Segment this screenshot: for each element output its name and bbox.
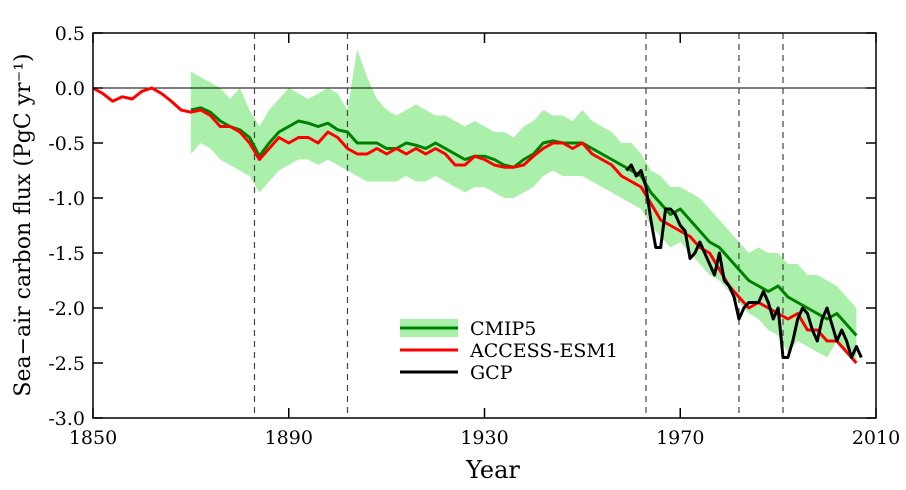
y-tick-label: 0.0 bbox=[55, 78, 85, 100]
legend-label: GCP bbox=[470, 362, 513, 384]
series-line bbox=[625, 163, 863, 359]
y-tick-label: -2.5 bbox=[48, 353, 85, 375]
y-tick-label: -2.0 bbox=[48, 298, 85, 320]
x-axis-label: Year bbox=[465, 456, 520, 484]
legend-label: CMIP5 bbox=[470, 318, 536, 340]
series-line bbox=[190, 106, 858, 337]
x-tick-label: 2010 bbox=[852, 427, 900, 449]
y-axis-label: Sea−air carbon flux (PgC yr⁻¹) bbox=[11, 53, 36, 396]
x-tick-label: 1890 bbox=[265, 427, 313, 449]
legend-label: ACCESS-ESM1 bbox=[469, 340, 618, 362]
x-tick-label: 1930 bbox=[460, 427, 508, 449]
y-tick-label: -1.5 bbox=[48, 243, 85, 265]
range-band bbox=[190, 49, 857, 363]
y-tick-label: -0.5 bbox=[48, 133, 85, 155]
y-tick-label: 0.5 bbox=[55, 23, 85, 45]
x-tick-label: 1970 bbox=[656, 427, 704, 449]
y-tick-label: -1.0 bbox=[48, 188, 85, 210]
x-tick-label: 1850 bbox=[69, 427, 117, 449]
y-tick-label: -3.0 bbox=[48, 408, 85, 430]
